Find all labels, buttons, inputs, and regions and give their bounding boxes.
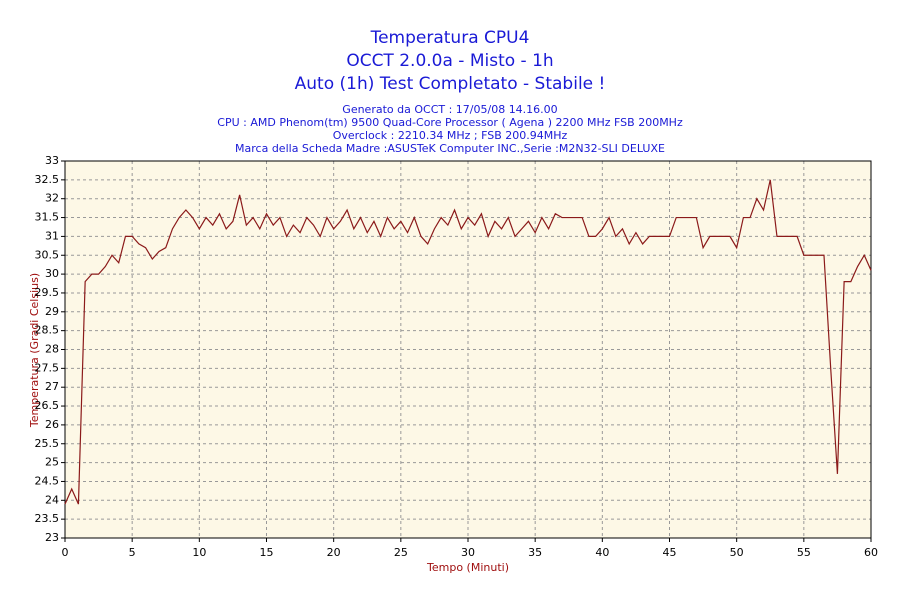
info-line: CPU : AMD Phenom(tm) 9500 Quad-Core Proc… <box>217 116 683 129</box>
y-tick-label: 23.5 <box>35 512 60 525</box>
x-tick-label: 45 <box>663 546 677 559</box>
y-tick-label: 28.5 <box>35 324 60 337</box>
y-tick-label: 24 <box>45 493 59 506</box>
x-tick-label: 55 <box>797 546 811 559</box>
title: Auto (1h) Test Completato - Stabile ! <box>295 74 606 94</box>
y-tick-label: 29.5 <box>35 286 60 299</box>
y-tick-label: 28 <box>45 343 59 356</box>
y-tick-label: 23 <box>45 531 59 544</box>
y-tick-label: 27 <box>45 380 59 393</box>
info-line: Overclock : 2210.34 MHz ; FSB 200.94MHz <box>333 129 568 142</box>
x-tick-label: 25 <box>394 546 408 559</box>
y-tick-label: 26.5 <box>35 399 60 412</box>
data-line <box>64 179 872 505</box>
plot-border <box>64 160 872 539</box>
x-tick-label: 10 <box>192 546 206 559</box>
x-tick-label: 30 <box>461 546 475 559</box>
x-tick-label: 20 <box>327 546 341 559</box>
y-tick-label: 25.5 <box>35 437 60 450</box>
y-tick-label: 25 <box>45 456 59 469</box>
x-tick-label: 5 <box>129 546 136 559</box>
y-tick-label: 27.5 <box>35 361 60 374</box>
x-tick-label: 50 <box>730 546 744 559</box>
y-tick-label: 32.5 <box>35 173 60 186</box>
info-line: Marca della Scheda Madre :ASUSTeK Comput… <box>235 142 665 155</box>
y-tick-label: 24.5 <box>35 474 60 487</box>
x-axis-label: Tempo (Minuti) <box>426 561 509 574</box>
y-axis-label: Temperatura (Gradi Celsius) <box>28 273 41 428</box>
x-tick-label: 15 <box>260 546 274 559</box>
x-tick-label: 60 <box>864 546 878 559</box>
y-tick-label: 29 <box>45 305 59 318</box>
info-line: Generato da OCCT : 17/05/08 14.16.00 <box>342 103 557 116</box>
y-tick-label: 33 <box>45 154 59 167</box>
title: OCCT 2.0.0a - Misto - 1h <box>346 51 553 71</box>
title: Temperatura CPU4 <box>370 28 530 48</box>
y-tick-label: 30 <box>45 267 59 280</box>
x-tick-label: 35 <box>528 546 542 559</box>
x-tick-label: 40 <box>595 546 609 559</box>
y-tick-label: 26 <box>45 418 59 431</box>
y-tick-label: 31.5 <box>35 211 60 224</box>
y-tick-label: 32 <box>45 192 59 205</box>
x-tick-label: 0 <box>62 546 69 559</box>
y-tick-label: 31 <box>45 229 59 242</box>
y-tick-label: 30.5 <box>35 248 60 261</box>
